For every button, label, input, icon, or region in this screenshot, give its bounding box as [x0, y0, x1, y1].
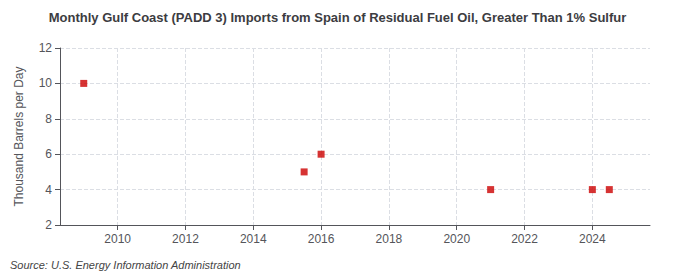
svg-text:2012: 2012 [172, 232, 199, 246]
svg-text:12: 12 [39, 41, 53, 55]
svg-text:2016: 2016 [308, 232, 335, 246]
svg-text:2020: 2020 [443, 232, 470, 246]
svg-text:2024: 2024 [579, 232, 606, 246]
svg-text:6: 6 [45, 147, 52, 161]
svg-text:Thousand Barrels per Day: Thousand Barrels per Day [12, 66, 26, 206]
svg-text:10: 10 [39, 76, 53, 90]
svg-text:2018: 2018 [376, 232, 403, 246]
svg-text:Monthly Gulf Coast (PADD 3) Im: Monthly Gulf Coast (PADD 3) Imports from… [49, 10, 627, 25]
svg-text:2022: 2022 [511, 232, 538, 246]
svg-text:2: 2 [45, 218, 52, 232]
svg-text:2010: 2010 [104, 232, 131, 246]
svg-text:4: 4 [45, 183, 52, 197]
svg-text:Source: U.S. Energy Informatio: Source: U.S. Energy Information Administ… [10, 259, 241, 271]
svg-text:8: 8 [45, 112, 52, 126]
svg-text:2014: 2014 [240, 232, 267, 246]
